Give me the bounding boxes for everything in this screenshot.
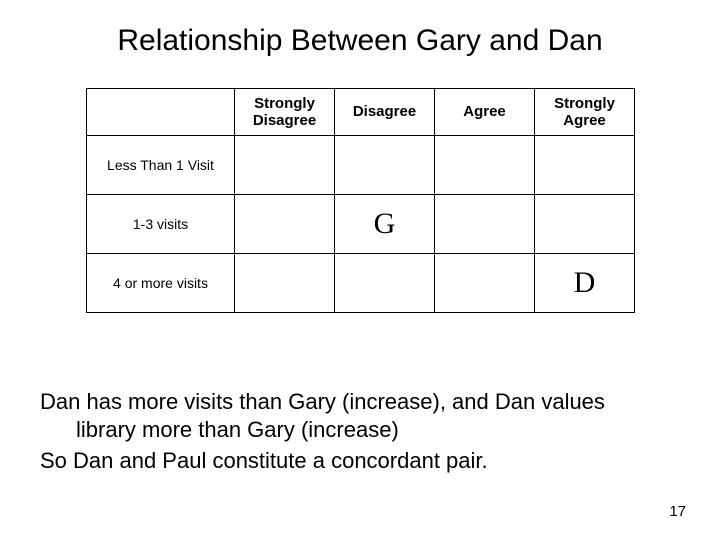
cell [235, 195, 335, 254]
cell [535, 195, 635, 254]
row-label: 4 or more visits [87, 254, 235, 313]
cell [435, 254, 535, 313]
table-row: 1-3 visits G [87, 195, 635, 254]
row-label: 1-3 visits [87, 195, 235, 254]
col-disagree: Disagree [335, 89, 435, 136]
cell: D [535, 254, 635, 313]
cell [335, 254, 435, 313]
table-row: Less Than 1 Visit [87, 136, 635, 195]
body-line-1a: Dan has more visits than Gary (increase)… [40, 389, 605, 414]
mark-dan: D [574, 266, 596, 299]
page-number: 17 [669, 503, 686, 520]
body-line-2: So Dan and Paul constitute a concordant … [40, 447, 680, 475]
cell [435, 136, 535, 195]
body-line-1b: library more than Gary (increase) [40, 416, 680, 444]
col-agree: Agree [435, 89, 535, 136]
cell [535, 136, 635, 195]
col-strongly-agree: StronglyAgree [535, 89, 635, 136]
cell [435, 195, 535, 254]
col-strongly-disagree: StronglyDisagree [235, 89, 335, 136]
survey-table: StronglyDisagree Disagree Agree Strongly… [86, 88, 634, 313]
table-row: 4 or more visits D [87, 254, 635, 313]
cell: G [335, 195, 435, 254]
body-line: Dan has more visits than Gary (increase)… [40, 388, 680, 443]
table-corner [87, 89, 235, 136]
table: StronglyDisagree Disagree Agree Strongly… [86, 88, 635, 313]
cell [335, 136, 435, 195]
body-text: Dan has more visits than Gary (increase)… [40, 388, 680, 479]
cell [235, 254, 335, 313]
row-label: Less Than 1 Visit [87, 136, 235, 195]
slide-title: Relationship Between Gary and Dan [0, 24, 720, 58]
table-header-row: StronglyDisagree Disagree Agree Strongly… [87, 89, 635, 136]
cell [235, 136, 335, 195]
slide: Relationship Between Gary and Dan Strong… [0, 0, 720, 540]
mark-gary: G [374, 207, 396, 240]
